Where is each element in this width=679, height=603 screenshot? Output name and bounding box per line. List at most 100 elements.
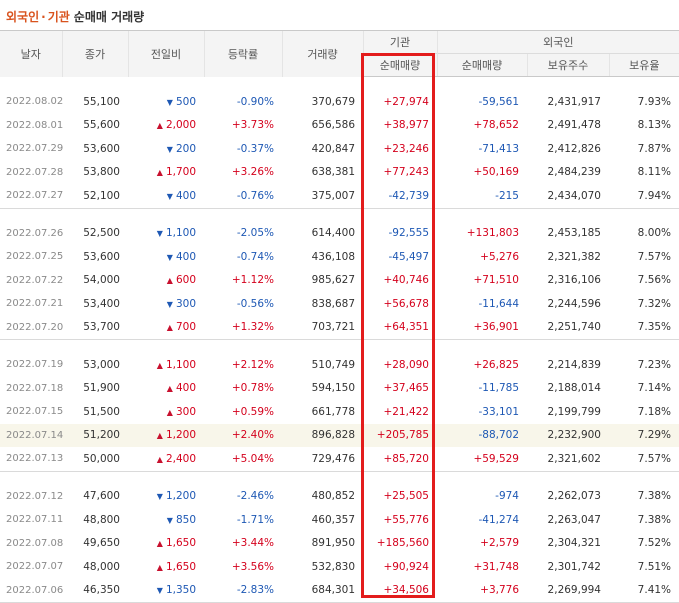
table-row: 2022.08.02 55,100 ▼ 500 -0.90% 370,679 +27,974… [0,90,679,114]
cell-foreign-hold: 2,453,185 [547,227,601,240]
cell-date: 2022.07.15 [6,406,64,418]
spacer-cell [0,208,679,222]
triangle-up-icon: ▲ [156,168,163,178]
table-row: 2022.07.15 51,500 ▲ 300 +0.59% 661,778 +21,422… [0,400,679,424]
cell-change: ▼ 850 [128,508,204,532]
cell-foreign-net: +36,901 [437,315,527,340]
cell-change: ▲ 400 [128,377,204,401]
change-value: 200 [175,142,196,155]
triangle-up-icon: ▲ [166,276,173,286]
change-value: 500 [175,95,196,108]
cell-volume: 370,679 [311,95,355,108]
table-row: 2022.07.26 52,500 ▼ 1,100 -2.05% 614,400 -92,5… [0,222,679,246]
cell-foreign-hold: 2,412,826 [547,142,601,155]
cell-rate: +2.40% [204,423,282,447]
cell-volume: 985,627 [311,274,355,287]
cell-foreign-net: -33,101 [478,405,519,418]
change-value: 2,000 [165,119,196,132]
table-row: 2022.07.13 50,000 ▲ 2,400 +5.04% 729,476 +85,7… [0,447,679,472]
cell-institution-net: +38,977 [383,119,429,132]
cell-date: 2022.07.12 [6,490,64,502]
cell-foreign-hold: 2,262,073 [547,490,601,503]
cell-foreign-ratio: 7.57% [637,250,672,263]
table-row: 2022.07.28 53,800 ▲ 1,700 +3.26% 638,381 +77,2… [0,161,679,185]
cell-change: ▲ 1,650 [128,555,204,579]
cell-close: 46,350 [62,578,128,603]
cell-foreign-ratio: 8.00% [637,227,672,240]
header-volume: 거래량 [281,30,363,77]
table-row: 2022.07.12 47,600 ▼ 1,200 -2.46% 480,852 +25,5… [0,485,679,509]
triangle-up-icon: ▲ [156,121,163,131]
cell-institution-net: +27,974 [383,95,429,108]
cell-change: ▼ 500 [128,90,204,114]
cell-rate: -0.76% [204,184,282,209]
cell-foreign-hold: 2,321,602 [527,447,609,472]
cell-rate: -0.74% [236,250,274,263]
cell-volume: 638,381 [311,166,355,179]
change-value: 400 [175,189,196,202]
cell-foreign-hold: 2,251,740 [527,315,609,340]
cell-volume: 661,778 [311,405,355,418]
cell-volume: 375,007 [282,184,363,209]
triangle-up-icon: ▲ [166,323,173,333]
cell-change: ▼ 1,100 [128,222,204,246]
triangle-down-icon: ▼ [156,586,163,596]
cell-foreign-net: -11,644 [478,297,519,310]
cell-foreign-net: -11,785 [478,382,519,395]
cell-institution-net: +37,465 [383,382,429,395]
cell-institution-net: +23,246 [383,142,429,155]
cell-institution-net: +90,924 [383,560,429,573]
cell-foreign-ratio: 7.23% [637,358,672,371]
cell-rate: +1.12% [231,274,274,287]
cell-foreign-hold: 2,484,239 [547,166,601,179]
cell-change: ▼ 300 [128,292,204,316]
cell-foreign-hold: 2,199,799 [547,405,601,418]
cell-volume: 684,301 [282,578,363,603]
spacer-cell [0,340,679,354]
cell-close: 48,800 [83,513,120,526]
cell-close: 51,900 [83,382,120,395]
triangle-up-icon: ▲ [156,562,163,572]
cell-rate: +1.32% [204,315,282,340]
cell-date: 2022.07.08 [6,537,64,549]
cell-foreign-ratio: 7.51% [637,560,672,573]
cell-foreign-net: +31,748 [473,560,519,573]
cell-change: ▼ 200 [128,137,204,161]
section-title: 외국인 · 기관 순매매 거래량 [6,8,144,25]
cell-foreign-net: -41,274 [478,513,519,526]
cell-institution-net: +85,720 [363,447,437,472]
change-value: 1,700 [165,166,196,179]
cell-institution-net: +185,560 [376,537,429,550]
cell-date: 2022.07.26 [6,227,64,239]
cell-volume: 729,476 [282,447,363,472]
cell-date: 2022.07.06 [0,578,63,603]
cell-change: ▲ 1,100 [128,353,204,377]
cell-change: ▲ 1,700 [128,161,204,185]
cell-volume: 656,586 [311,119,355,132]
header-institution-net: 순매매량 [362,53,437,77]
cell-close: 50,000 [62,447,128,472]
cell-rate: -2.46% [236,490,274,503]
triangle-down-icon: ▼ [156,229,163,239]
cell-institution-net: +21,422 [383,405,429,418]
triangle-down-icon: ▼ [166,252,173,262]
title-suffix: 순매매 거래량 [73,10,145,24]
cell-foreign-hold: 2,232,900 [527,423,609,447]
cell-date: 2022.07.20 [0,315,63,340]
cell-change: ▲ 1,650 [128,532,204,556]
cell-volume: 480,852 [311,490,355,503]
header-institution-group: 기관 [362,30,437,54]
triangle-down-icon: ▼ [166,144,173,154]
cell-rate: -0.37% [236,142,274,155]
cell-date: 2022.07.13 [0,447,63,472]
change-value: 400 [175,250,196,263]
cell-foreign-net: -88,702 [437,423,527,447]
cell-volume: 614,400 [311,227,355,240]
triangle-down-icon: ▼ [166,299,173,309]
table-row: 2022.07.19 53,000 ▲ 1,100 +2.12% 510,749 +28,0… [0,353,679,377]
cell-rate: +3.26% [231,166,274,179]
cell-rate: +0.78% [231,382,274,395]
triangle-down-icon: ▼ [156,492,163,502]
table-row: 2022.07.11 48,800 ▼ 850 -1.71% 460,357 +55,776… [0,508,679,532]
cell-foreign-hold: 2,188,014 [547,382,601,395]
